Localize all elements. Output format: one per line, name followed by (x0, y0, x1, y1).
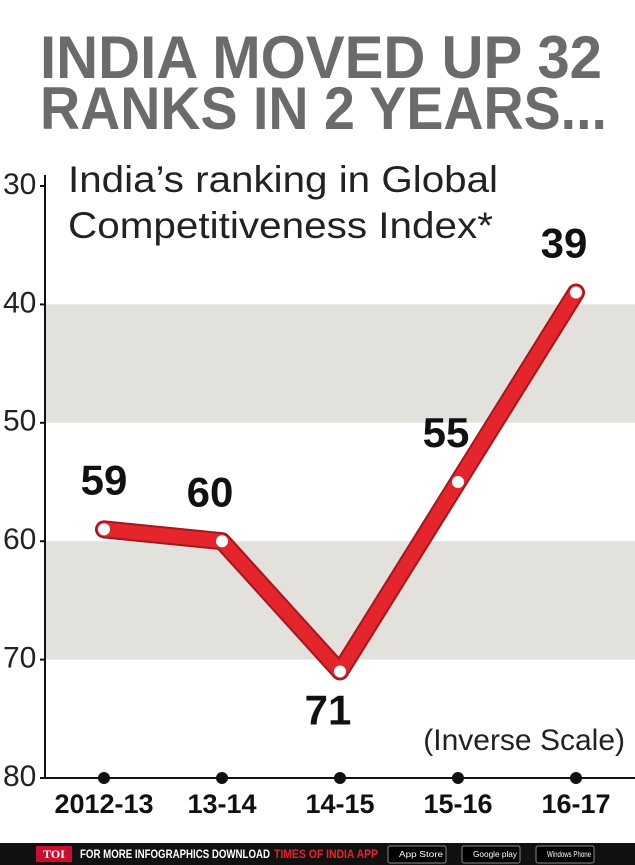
badges: App Store Google play Windows Phone (387, 845, 595, 864)
subtitle: India’s ranking in Global (68, 159, 498, 200)
y-tick-label: 50 (3, 405, 36, 438)
brand: TOI (43, 847, 65, 861)
badge (387, 845, 447, 864)
brand-box (36, 846, 72, 862)
chart-title: INDIA MOVED UP 32 (40, 24, 602, 91)
chart-title: RANKS IN 2 YEARS... (40, 75, 607, 142)
y-tick-label: 60 (3, 523, 36, 556)
badge (535, 845, 595, 864)
band (46, 541, 635, 660)
band (46, 304, 635, 423)
point (98, 523, 110, 536)
x-tick-dot (452, 772, 464, 784)
x-tick-dot (216, 772, 228, 784)
subtitle: Competitiveness Index* (68, 205, 493, 246)
x-tick-label: 14-15 (305, 789, 374, 819)
point (452, 476, 464, 488)
badge-label: Google play (473, 850, 517, 859)
footer-text: FOR MORE INFOGRAPHICS DOWNLOAD (80, 847, 270, 861)
y-tick-label: 40 (3, 286, 36, 319)
badge-label: Windows Phone (547, 850, 591, 859)
x-tick-label: 13-14 (187, 789, 256, 819)
point (334, 665, 346, 678)
point (570, 286, 582, 299)
annotation: (Inverse Scale) (423, 724, 625, 757)
value-label: 59 (81, 456, 128, 503)
value-label: 60 (187, 468, 234, 515)
x-tick-dot (98, 772, 110, 784)
y-tick-label: 30 (3, 168, 36, 201)
footer-app: TIMES OF INDIA APP (274, 847, 378, 861)
footer: TOI FOR MORE INFOGRAPHICS DOWNLOAD TIMES… (0, 843, 635, 865)
x-tick-label: 15-16 (423, 789, 492, 819)
x-tick-label: 16-17 (541, 789, 610, 819)
point (216, 535, 228, 548)
badge-label: App Store (399, 850, 444, 859)
bands (46, 304, 635, 660)
x-tick-dot (570, 772, 582, 784)
x-tick-label: 2012-13 (54, 789, 153, 819)
value-label: 55 (423, 409, 470, 456)
value-label: 71 (305, 687, 352, 734)
y-tick-label: 80 (3, 760, 36, 793)
badge (461, 845, 521, 864)
value-label: 39 (541, 220, 588, 267)
y-tick-label: 70 (3, 642, 36, 675)
x-tick-dot (334, 772, 346, 784)
